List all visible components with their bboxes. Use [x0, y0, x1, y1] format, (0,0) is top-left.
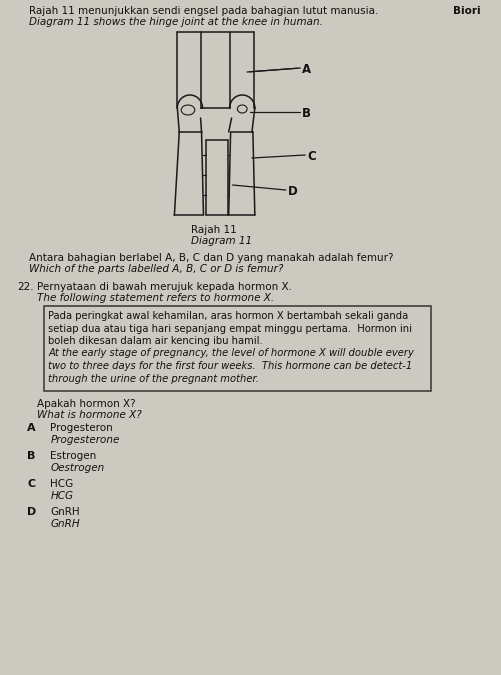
Text: HCG: HCG: [50, 491, 73, 501]
Text: Apakah hormon X?: Apakah hormon X?: [37, 399, 135, 409]
Text: C: C: [27, 479, 35, 489]
Text: Which of the parts labelled A, B, C or D is femur?: Which of the parts labelled A, B, C or D…: [29, 264, 283, 274]
Text: At the early stage of pregnancy, the level of hormone X will double every: At the early stage of pregnancy, the lev…: [49, 348, 413, 358]
Text: B: B: [27, 451, 36, 461]
Text: A: A: [302, 63, 311, 76]
Text: Pernyataan di bawah merujuk kepada hormon X.: Pernyataan di bawah merujuk kepada hormo…: [37, 282, 291, 292]
Text: Biori: Biori: [452, 6, 480, 16]
Text: Rajah 11: Rajah 11: [190, 225, 236, 235]
Text: GnRH: GnRH: [50, 507, 80, 517]
Text: Diagram 11: Diagram 11: [190, 236, 252, 246]
Text: setiap dua atau tiga hari sepanjang empat minggu pertama.  Hormon ini: setiap dua atau tiga hari sepanjang empa…: [49, 323, 412, 333]
Text: through the urine of the pregnant mother.: through the urine of the pregnant mother…: [49, 373, 259, 383]
Text: Oestrogen: Oestrogen: [50, 463, 104, 473]
Text: Estrogen: Estrogen: [50, 451, 97, 461]
Text: D: D: [287, 185, 297, 198]
Text: What is hormone X?: What is hormone X?: [37, 410, 141, 420]
Text: A: A: [27, 423, 36, 433]
Text: GnRH: GnRH: [50, 519, 80, 529]
Text: Progesterone: Progesterone: [50, 435, 120, 445]
Text: Antara bahagian berlabel A, B, C dan D yang manakah adalah femur?: Antara bahagian berlabel A, B, C dan D y…: [29, 253, 393, 263]
Text: boleh dikesan dalam air kencing ibu hamil.: boleh dikesan dalam air kencing ibu hami…: [49, 336, 263, 346]
Text: Rajah 11 menunjukkan sendi engsel pada bahagian lutut manusia.: Rajah 11 menunjukkan sendi engsel pada b…: [29, 6, 378, 16]
Text: Progesteron: Progesteron: [50, 423, 113, 433]
Text: D: D: [27, 507, 36, 517]
Text: B: B: [302, 107, 311, 120]
Text: two to three days for the first four weeks.  This hormone can be detect-1: two to three days for the first four wee…: [49, 361, 412, 371]
Text: Pada peringkat awal kehamilan, aras hormon X bertambah sekali ganda: Pada peringkat awal kehamilan, aras horm…: [49, 311, 408, 321]
Text: Diagram 11 shows the hinge joint at the knee in human.: Diagram 11 shows the hinge joint at the …: [29, 17, 322, 27]
Text: 22.: 22.: [18, 282, 34, 292]
Text: The following statement refers to hormone X.: The following statement refers to hormon…: [37, 293, 274, 303]
Text: HCG: HCG: [50, 479, 74, 489]
Text: C: C: [307, 150, 315, 163]
